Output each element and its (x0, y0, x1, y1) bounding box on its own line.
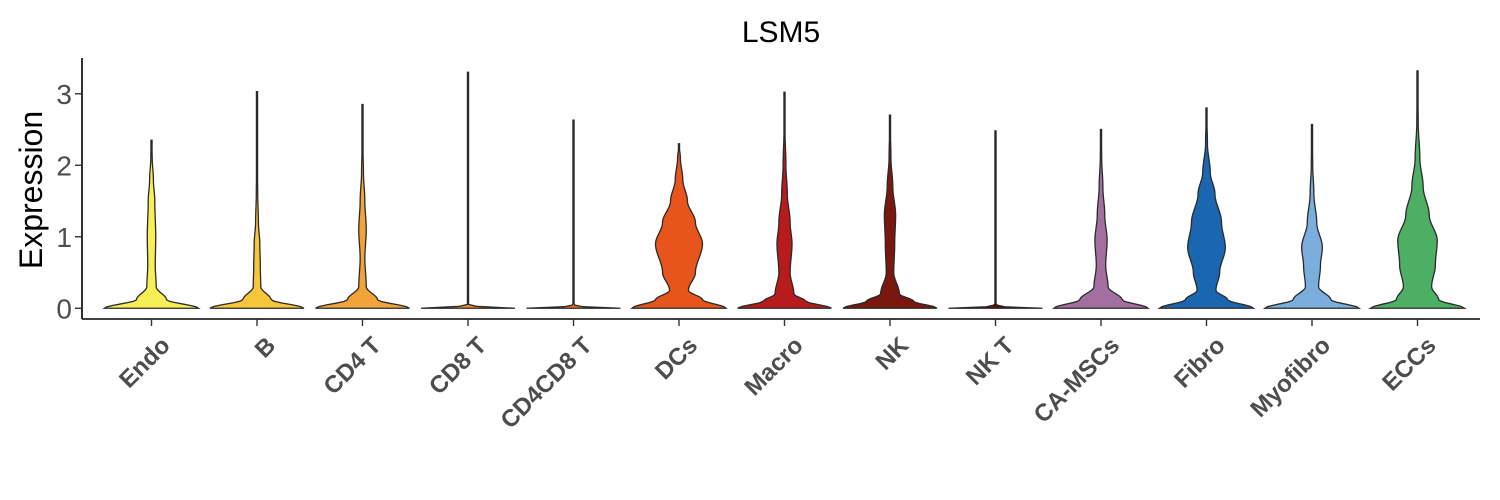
violin-cd4-t (315, 103, 410, 309)
x-tick-label: Endo (114, 332, 176, 394)
violin-eccs (1368, 70, 1467, 309)
y-axis-label: Expression (13, 111, 49, 269)
y-tick-label: 1 (56, 222, 72, 253)
x-tick-label: CD4 T (318, 332, 386, 400)
violin-b (209, 90, 305, 309)
violin-cd4cd8-t (526, 119, 621, 309)
violin-endo (102, 139, 201, 309)
x-tick-label: CD4CD8 T (496, 332, 598, 434)
x-tick-label: NK (871, 332, 915, 376)
violin-cd8-t (420, 71, 516, 309)
x-tick-label: DCs (650, 332, 703, 385)
x-tick-label: Fibro (1169, 332, 1231, 394)
y-tick-label: 2 (56, 150, 72, 181)
violin-fibro (1157, 107, 1256, 309)
violin-myofibro (1262, 123, 1362, 309)
x-tick-label: Myofibro (1245, 332, 1336, 423)
violin-group (102, 70, 1467, 309)
x-tick-label: B (250, 332, 281, 363)
violin-ca-mscs (1051, 128, 1151, 309)
violin-macro (737, 91, 832, 309)
y-axis: 0 1 2 3 (56, 58, 83, 324)
x-tick-label: NK T (961, 332, 1020, 391)
violin-nk-t (948, 130, 1043, 309)
x-tick-label: ECCs (1377, 332, 1441, 396)
y-tick-label: 0 (56, 293, 72, 324)
x-tick-label: Macro (740, 332, 809, 401)
violin-nk (842, 114, 938, 309)
violin-dcs (630, 143, 728, 309)
x-tick-label: CA-MSCs (1029, 332, 1125, 428)
chart-title: LSM5 (742, 16, 820, 49)
y-tick-label: 3 (56, 79, 72, 110)
x-axis: Endo B CD4 T CD8 T CD4CD8 T DCs Macro NK NK T CA-… (82, 318, 1480, 434)
x-tick-label: CD8 T (424, 332, 492, 400)
